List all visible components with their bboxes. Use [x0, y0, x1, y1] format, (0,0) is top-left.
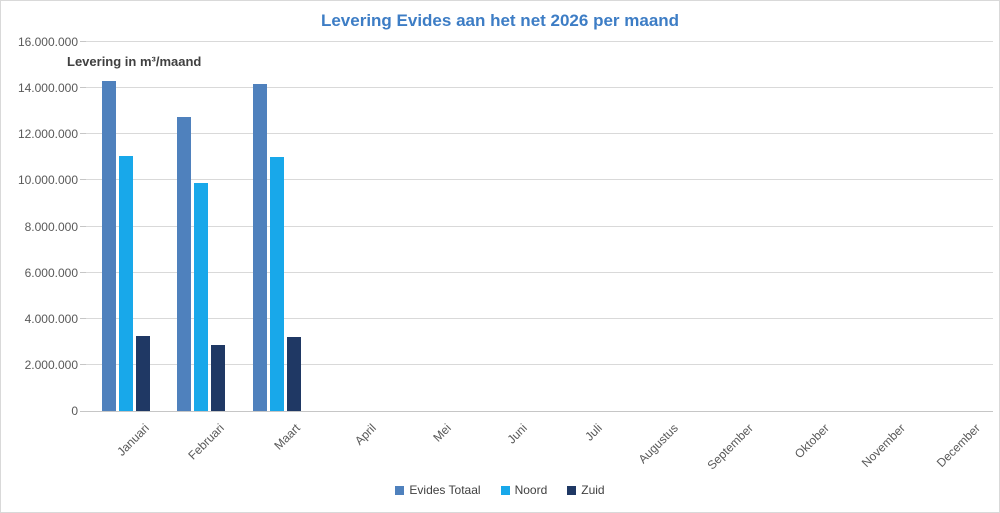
x-axis-line	[86, 411, 993, 412]
y-tick-mark	[80, 225, 86, 227]
bar-noord-februari	[194, 182, 209, 411]
y-tick-mark	[80, 317, 86, 319]
bar-evides-totaal-januari	[101, 81, 116, 411]
bar-zuid-februari	[211, 345, 226, 411]
x-tick-label-januari: Januari	[113, 421, 152, 459]
y-tick-mark	[80, 271, 86, 273]
y-tick-mark	[80, 411, 86, 412]
y-tick-label: 0	[71, 404, 78, 418]
y-tick-mark	[80, 41, 86, 42]
gridline	[86, 133, 993, 135]
bar-noord-januari	[118, 156, 133, 411]
y-tick-label: 12.000.000	[17, 127, 78, 142]
y-tick-label: 14.000.000	[17, 81, 78, 96]
gridline	[86, 317, 993, 319]
bar-evides-totaal-maart	[252, 83, 267, 411]
bar-zuid-januari	[135, 336, 150, 411]
gridline	[86, 179, 993, 181]
legend-label-zuid: Zuid	[581, 483, 605, 497]
chart-title: Levering Evides aan het net 2026 per maa…	[320, 11, 680, 30]
y-tick-label: 4.000.000	[24, 311, 78, 326]
y-tick-label: 2.000.000	[24, 357, 78, 372]
bar-evides-totaal-februari	[177, 116, 192, 411]
y-tick-label: 6.000.000	[24, 265, 78, 280]
legend-label-evides-totaal: Evides Totaal	[409, 483, 481, 497]
y-tick-label: 10.000.000	[17, 173, 78, 188]
y-tick-mark	[80, 363, 86, 365]
legend-swatch-noord	[500, 485, 510, 495]
gridline	[86, 363, 993, 365]
bar-noord-maart	[269, 157, 284, 411]
legend-item-zuid: Zuid	[567, 483, 605, 497]
gridline	[86, 225, 993, 227]
legend-item-noord: Noord	[500, 483, 548, 497]
legend-swatch-zuid	[567, 485, 577, 495]
legend: Evides Totaal Noord Zuid	[1, 483, 999, 497]
gridline	[86, 87, 993, 89]
legend-item-evides-totaal: Evides Totaal	[395, 483, 481, 497]
gridline	[86, 41, 993, 42]
plot-area	[86, 41, 993, 412]
y-tick-label: 16.000.000	[17, 35, 78, 49]
y-axis-title: Levering in m³/maand	[67, 54, 202, 69]
y-tick-mark	[80, 179, 86, 181]
legend-swatch-evides-totaal	[395, 485, 405, 495]
y-tick-mark	[80, 87, 86, 89]
y-tick-label: 8.000.000	[24, 219, 78, 234]
y-tick-mark	[80, 133, 86, 135]
bar-zuid-maart	[286, 337, 301, 411]
legend-label-noord: Noord	[514, 483, 548, 497]
gridline	[86, 271, 993, 273]
